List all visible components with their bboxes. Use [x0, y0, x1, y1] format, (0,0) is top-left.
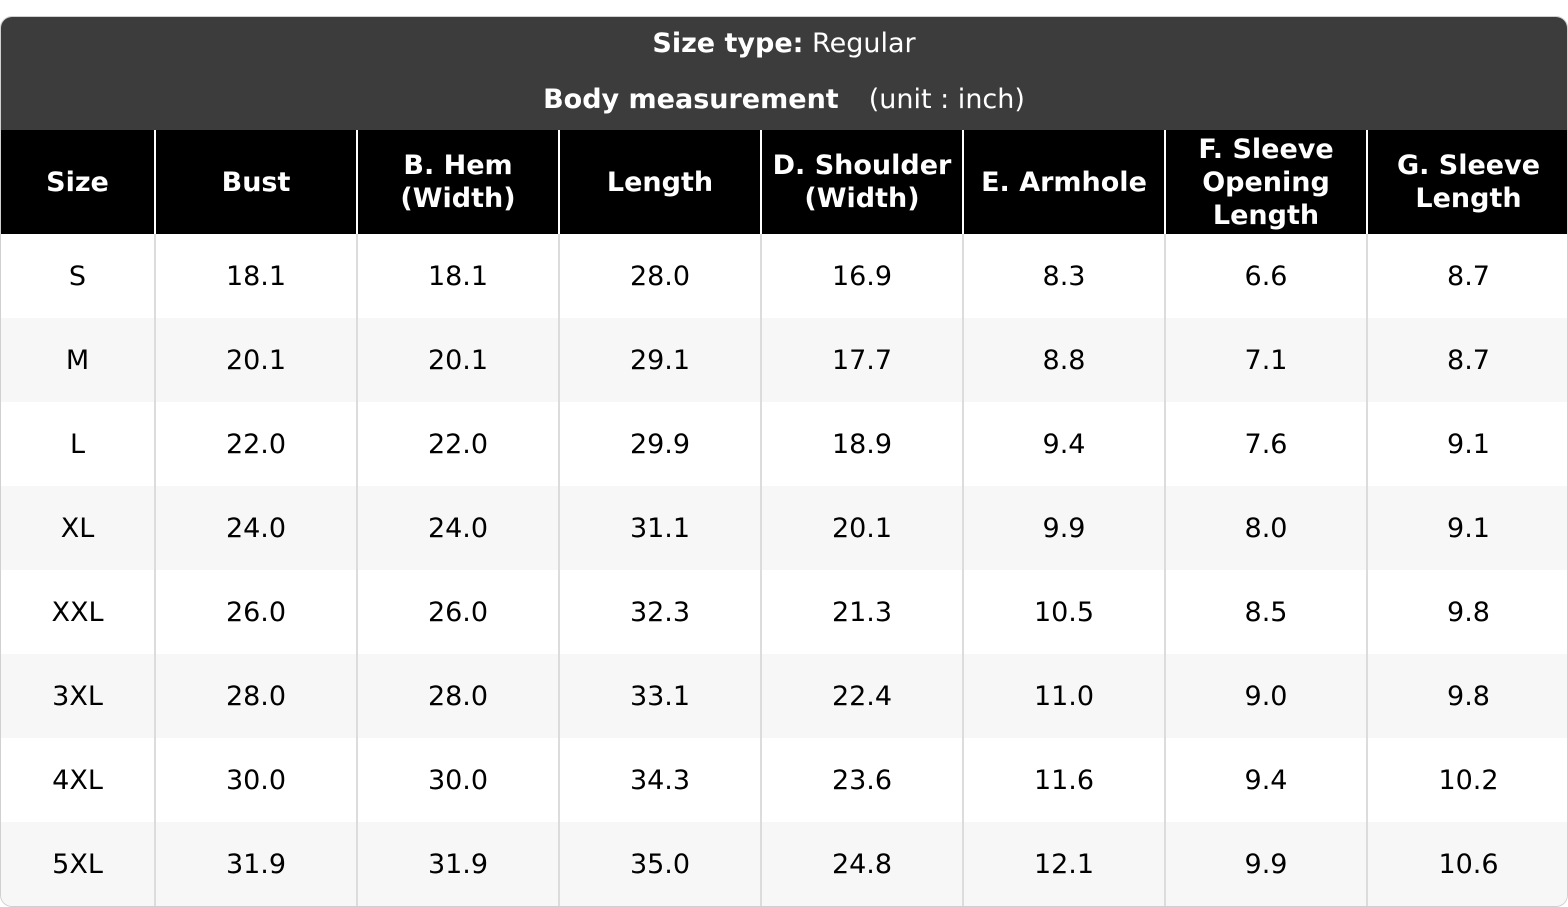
measurement-cell: 9.9 — [1164, 822, 1367, 906]
measurement-cell: 8.7 — [1366, 234, 1567, 318]
column-header: Size — [1, 130, 155, 234]
measurement-cell: 24.8 — [760, 822, 963, 906]
size-table: Size Bust B. Hem (Width) Length D. Shoulder … — [1, 130, 1567, 906]
measurement-cell: 9.8 — [1366, 570, 1567, 654]
column-header: D. Shoulder (Width) — [760, 130, 963, 234]
size-type-label: Size type: — [652, 28, 804, 59]
size-cell: M — [1, 318, 155, 402]
measurement-cell: 22.4 — [760, 654, 963, 738]
size-type-value: Regular — [812, 28, 916, 59]
measurement-cell: 33.1 — [558, 654, 761, 738]
measurement-cell: 11.6 — [962, 738, 1165, 822]
size-cell: S — [1, 234, 155, 318]
column-header: Length — [558, 130, 761, 234]
measurement-cell: 21.3 — [760, 570, 963, 654]
measurement-cell: 18.1 — [356, 234, 559, 318]
measurement-cell: 8.0 — [1164, 486, 1367, 570]
table-row: XL 24.0 24.0 31.1 20.1 9.9 8.0 9.1 — [1, 486, 1567, 570]
measurement-line: Body measurement (unit : inch) — [1, 84, 1567, 116]
measurement-cell: 26.0 — [356, 570, 559, 654]
measurement-cell: 8.8 — [962, 318, 1165, 402]
measurement-cell: 30.0 — [154, 738, 357, 822]
measurement-cell: 31.1 — [558, 486, 761, 570]
size-cell: XXL — [1, 570, 155, 654]
measurement-cell: 32.3 — [558, 570, 761, 654]
measurement-cell: 9.4 — [962, 402, 1165, 486]
measurement-cell: 10.2 — [1366, 738, 1567, 822]
measurement-cell: 8.5 — [1164, 570, 1367, 654]
measurement-cell: 26.0 — [154, 570, 357, 654]
measurement-label: Body measurement — [543, 84, 839, 115]
column-header: G. Sleeve Length — [1366, 130, 1567, 234]
column-header: F. Sleeve Opening Length — [1164, 130, 1367, 234]
measurement-cell: 24.0 — [356, 486, 559, 570]
measurement-cell: 23.6 — [760, 738, 963, 822]
column-header: B. Hem (Width) — [356, 130, 559, 234]
measurement-cell: 22.0 — [154, 402, 357, 486]
measurement-cell: 18.1 — [154, 234, 357, 318]
table-row: 5XL 31.9 31.9 35.0 24.8 12.1 9.9 10.6 — [1, 822, 1567, 906]
table-body: S 18.1 18.1 28.0 16.9 8.3 6.6 8.7 M 20.1 20.1 29.1 1… — [1, 234, 1567, 906]
measurement-cell: 34.3 — [558, 738, 761, 822]
measurement-cell: 11.0 — [962, 654, 1165, 738]
measurement-cell: 28.0 — [356, 654, 559, 738]
measurement-cell: 17.7 — [760, 318, 963, 402]
unit-label: (unit : inch) — [868, 84, 1025, 115]
measurement-cell: 28.0 — [154, 654, 357, 738]
measurement-cell: 18.9 — [760, 402, 963, 486]
table-row: L 22.0 22.0 29.9 18.9 9.4 7.6 9.1 — [1, 402, 1567, 486]
measurement-cell: 24.0 — [154, 486, 357, 570]
size-chart-title-bar: Size type: Regular Body measurement (unit… — [1, 17, 1567, 130]
measurement-cell: 22.0 — [356, 402, 559, 486]
table-row: S 18.1 18.1 28.0 16.9 8.3 6.6 8.7 — [1, 234, 1567, 318]
column-header: E. Armhole — [962, 130, 1165, 234]
measurement-cell: 9.8 — [1366, 654, 1567, 738]
measurement-cell: 9.4 — [1164, 738, 1367, 822]
measurement-cell: 10.6 — [1366, 822, 1567, 906]
measurement-cell: 20.1 — [154, 318, 357, 402]
measurement-cell: 7.6 — [1164, 402, 1367, 486]
measurement-cell: 6.6 — [1164, 234, 1367, 318]
measurement-cell: 7.1 — [1164, 318, 1367, 402]
measurement-cell: 20.1 — [760, 486, 963, 570]
size-chart: Size type: Regular Body measurement (unit… — [0, 16, 1568, 907]
measurement-cell: 9.9 — [962, 486, 1165, 570]
column-header: Bust — [154, 130, 357, 234]
measurement-cell: 35.0 — [558, 822, 761, 906]
table-header-row: Size Bust B. Hem (Width) Length D. Shoulder … — [1, 130, 1567, 234]
size-cell: L — [1, 402, 155, 486]
measurement-cell: 28.0 — [558, 234, 761, 318]
size-cell: 5XL — [1, 822, 155, 906]
measurement-cell: 12.1 — [962, 822, 1165, 906]
size-cell: XL — [1, 486, 155, 570]
measurement-cell: 8.7 — [1366, 318, 1567, 402]
table-row: 3XL 28.0 28.0 33.1 22.4 11.0 9.0 9.8 — [1, 654, 1567, 738]
measurement-cell: 31.9 — [154, 822, 357, 906]
measurement-cell: 31.9 — [356, 822, 559, 906]
measurement-cell: 16.9 — [760, 234, 963, 318]
measurement-cell: 29.9 — [558, 402, 761, 486]
measurement-cell: 29.1 — [558, 318, 761, 402]
measurement-cell: 9.1 — [1366, 402, 1567, 486]
table-row: 4XL 30.0 30.0 34.3 23.6 11.6 9.4 10.2 — [1, 738, 1567, 822]
measurement-cell: 9.0 — [1164, 654, 1367, 738]
measurement-cell: 20.1 — [356, 318, 559, 402]
size-type-line: Size type: Regular — [1, 28, 1567, 60]
measurement-cell: 8.3 — [962, 234, 1165, 318]
size-cell: 4XL — [1, 738, 155, 822]
measurement-cell: 30.0 — [356, 738, 559, 822]
measurement-cell: 10.5 — [962, 570, 1165, 654]
table-row: M 20.1 20.1 29.1 17.7 8.8 7.1 8.7 — [1, 318, 1567, 402]
table-row: XXL 26.0 26.0 32.3 21.3 10.5 8.5 9.8 — [1, 570, 1567, 654]
measurement-cell: 9.1 — [1366, 486, 1567, 570]
size-cell: 3XL — [1, 654, 155, 738]
